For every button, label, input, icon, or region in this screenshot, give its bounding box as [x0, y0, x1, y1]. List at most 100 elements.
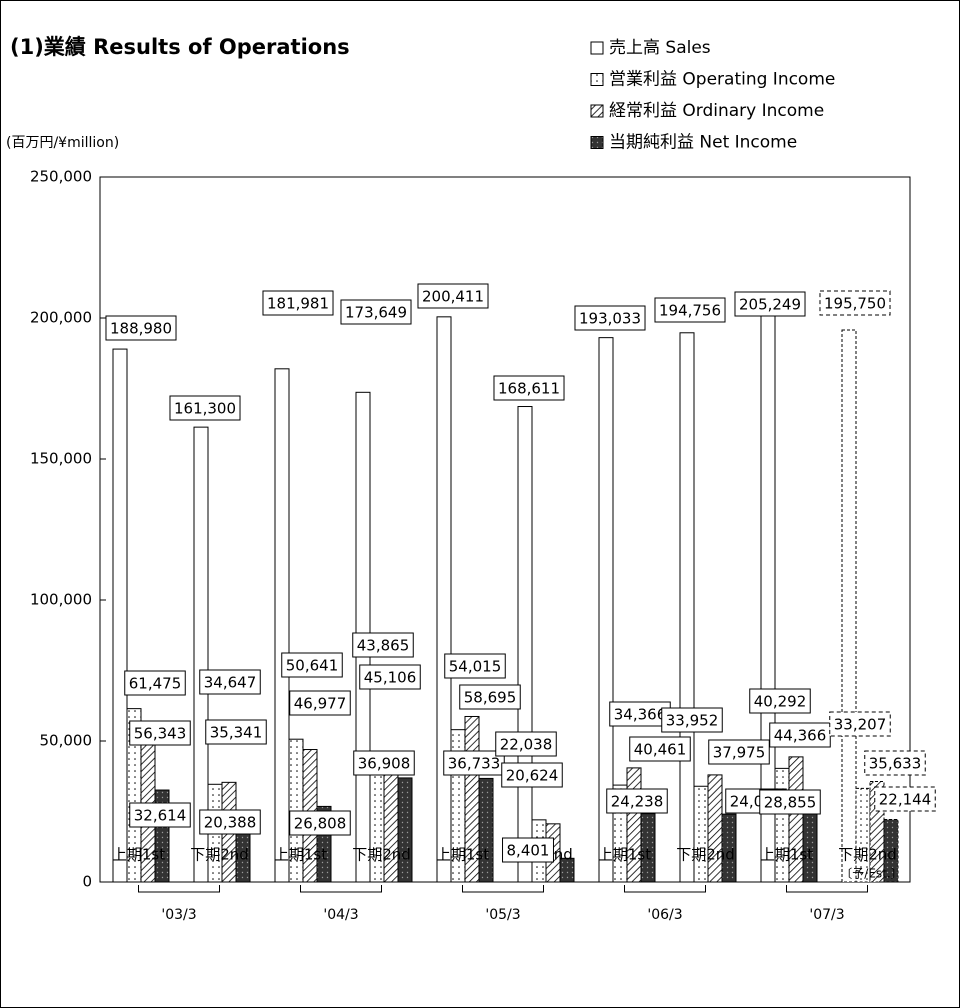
data-label: 43,865: [357, 637, 410, 655]
data-label: 54,015: [449, 658, 502, 676]
data-label-box: [574, 305, 646, 331]
bar: [598, 337, 614, 883]
data-label: 56,343: [134, 725, 187, 743]
data-label-box: [359, 664, 421, 690]
y-axis-label: (百万円/¥million): [6, 135, 119, 151]
data-label-box: [199, 809, 261, 835]
group-label: '05/3: [485, 907, 520, 923]
y-tick-label: 0: [82, 873, 92, 891]
data-label: 195,750: [824, 295, 886, 313]
data-label-box: [444, 653, 506, 679]
x-tick-label: 下期2nd: [838, 846, 897, 864]
bar: [883, 819, 899, 883]
legend-label: 売上高 Sales: [609, 38, 711, 58]
x-tick-label: 下期2nd: [352, 846, 411, 864]
legend-label: 営業利益 Operating Income: [609, 70, 835, 90]
group-label: '06/3: [647, 907, 682, 923]
y-tick-label: 250,000: [30, 168, 92, 186]
group-bracket: [300, 885, 382, 893]
data-label: 32,614: [134, 807, 187, 825]
data-label-box: [105, 315, 177, 341]
data-label-box: [759, 789, 821, 815]
data-label: 50,641: [286, 657, 339, 675]
bar: [193, 426, 209, 883]
legend-swatch: [590, 104, 604, 118]
legend-swatch: [590, 41, 604, 55]
data-label-box: [340, 299, 412, 325]
data-label: 194,756: [659, 302, 721, 320]
data-label: 22,038: [500, 736, 553, 754]
bar: [626, 767, 642, 883]
group-label: '07/3: [809, 907, 844, 923]
x-tick-label: 上期1st: [598, 846, 651, 864]
data-label: 8,401: [507, 842, 550, 860]
group-bracket: [786, 885, 868, 893]
data-label: 46,977: [294, 695, 347, 713]
y-tick-label: 200,000: [30, 309, 92, 327]
bar: [707, 774, 723, 883]
data-label-box: [199, 669, 261, 695]
data-label: 20,388: [204, 814, 257, 832]
bar: [436, 316, 452, 883]
y-tick-label: 50,000: [40, 732, 93, 750]
data-label: 200,411: [422, 288, 484, 306]
data-label: 33,952: [666, 712, 719, 730]
data-label-box: [459, 684, 521, 710]
data-label-box: [124, 670, 186, 696]
y-tick-label: 100,000: [30, 591, 92, 609]
data-label-box: [289, 690, 351, 716]
data-label-box: [661, 707, 723, 733]
x-tick-label: 上期1st: [760, 846, 813, 864]
data-label: 22,144: [879, 791, 932, 809]
data-label: 37,975: [713, 744, 766, 762]
data-label: 61,475: [129, 675, 182, 693]
group-label: '04/3: [323, 907, 358, 923]
bar: [693, 785, 709, 883]
data-label: 20,624: [506, 767, 559, 785]
data-label: 26,808: [294, 815, 347, 833]
x-tick-label: 下期2nd: [190, 846, 249, 864]
bar: [721, 813, 737, 883]
data-label: 193,033: [579, 310, 641, 328]
data-label-box: [443, 750, 505, 776]
data-label-box: [501, 762, 563, 788]
data-label: 161,300: [174, 400, 236, 418]
data-label-box: [129, 720, 191, 746]
legend-label: 当期純利益 Net Income: [609, 133, 797, 153]
bar: [112, 348, 128, 883]
bar: [478, 777, 494, 883]
data-label-box: [169, 395, 241, 421]
plot-area: [99, 176, 911, 883]
bar: [841, 329, 857, 883]
data-label: 33,207: [834, 716, 887, 734]
bar: [274, 368, 290, 883]
data-label: 36,733: [448, 755, 501, 773]
legend-swatch: [590, 73, 604, 86]
bar: [397, 777, 413, 883]
data-label-box: [502, 837, 554, 863]
data-label-box: [749, 688, 811, 714]
group-bracket: [624, 885, 706, 893]
data-label-box: [495, 731, 557, 757]
data-label: 188,980: [110, 320, 172, 338]
x-tick-label: 上期1st: [112, 846, 165, 864]
data-label-box: [205, 719, 267, 745]
data-label-box: [493, 375, 565, 401]
data-label: 36,908: [358, 755, 411, 773]
data-label: 173,649: [345, 304, 407, 322]
data-label: 34,366: [614, 706, 667, 724]
data-label-box: [708, 739, 770, 765]
bar: [679, 332, 695, 883]
data-label-box: [734, 291, 806, 317]
group-bracket: [462, 885, 544, 893]
y-tick-label: 150,000: [30, 450, 92, 468]
x-tick-label: 上期1st: [436, 846, 489, 864]
data-label: 45,106: [364, 669, 417, 687]
legend-swatch: [590, 136, 604, 149]
x-tick-label: 上期1st: [274, 846, 327, 864]
legend-label: 経常利益 Ordinary Income: [609, 101, 824, 121]
data-label: 58,695: [464, 689, 517, 707]
data-label-box: [864, 750, 926, 776]
data-label-box: [629, 736, 691, 762]
data-label-box: [829, 711, 891, 737]
